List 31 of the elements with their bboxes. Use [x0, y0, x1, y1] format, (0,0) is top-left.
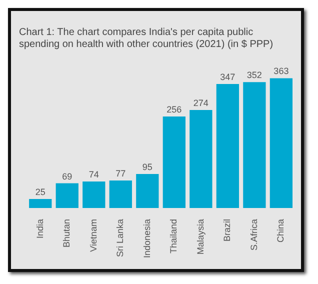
- data-label: 256: [166, 104, 182, 114]
- bar: [216, 84, 240, 208]
- x-tick-label: Indonesia: [142, 218, 152, 258]
- x-tick-label: India: [34, 218, 45, 238]
- data-label: 25: [35, 187, 46, 198]
- x-tick-label: Sri Lanka: [115, 218, 126, 257]
- data-label: 95: [142, 162, 152, 172]
- data-label: 347: [220, 72, 236, 82]
- data-label: 352: [246, 70, 262, 80]
- x-tick-label: Brazil: [222, 218, 232, 242]
- bar: [190, 110, 212, 208]
- x-tick-label: Thailand: [168, 218, 179, 254]
- data-label: 77: [116, 168, 126, 178]
- bar: [136, 174, 159, 208]
- bar: [56, 183, 78, 208]
- bar: [109, 180, 132, 208]
- bar: [29, 199, 52, 208]
- data-label: 274: [193, 98, 208, 108]
- bar: [270, 78, 293, 208]
- data-label: 363: [274, 66, 289, 76]
- data-label: 69: [62, 171, 72, 182]
- chart-title: Chart 1: The chart compares India's per capita public spending on health with other countries (2021) (in $ PPP): [19, 27, 274, 51]
- x-tick-label: Malaysia: [195, 218, 206, 254]
- x-tick-label: Bhutan: [62, 218, 72, 248]
- bar: [243, 82, 266, 208]
- bar: [162, 116, 186, 208]
- x-tick-label: Vietnam: [88, 218, 98, 252]
- data-label: 74: [88, 170, 99, 180]
- x-tick-label: S.Africa: [248, 218, 259, 250]
- x-tick-label: China: [276, 218, 286, 242]
- bar: [82, 182, 106, 208]
